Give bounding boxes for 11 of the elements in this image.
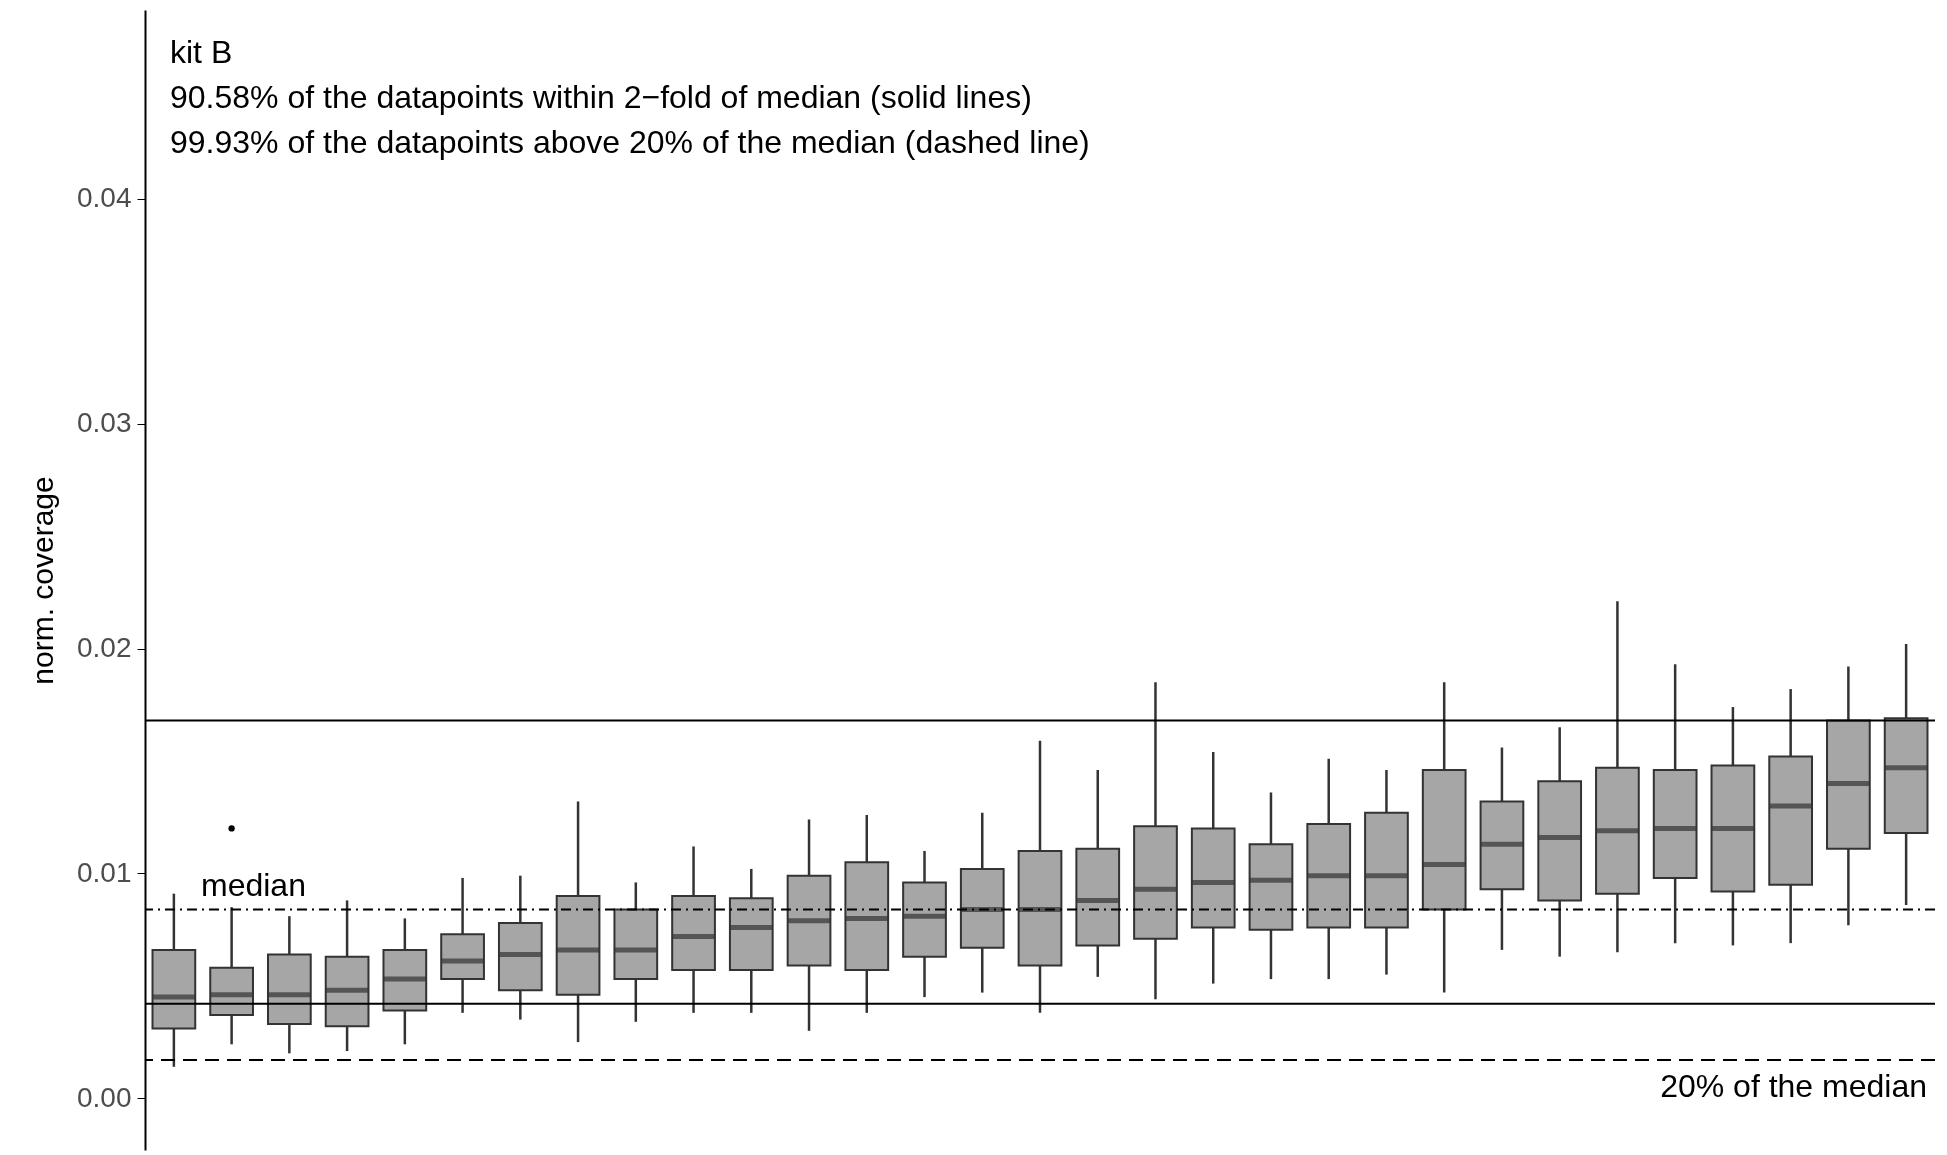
y-tick-label: 0.04 — [77, 182, 132, 214]
y-tick-label: 0.03 — [77, 407, 132, 439]
annotation: 99.93% of the datapoints above 20% of the median (dashed line) — [170, 124, 1090, 160]
y-axis-title: norm. coverage — [26, 476, 59, 685]
y-tick-label: 0.00 — [77, 1081, 132, 1113]
y-tick-label: 0.02 — [77, 632, 132, 664]
ref-line-label: median — [201, 867, 306, 904]
annotation: 90.58% of the datapoints within 2−fold of median (solid lines) — [170, 79, 1032, 115]
y-tick-label: 0.01 — [77, 856, 132, 888]
ref-line-label: 20% of the median — [1660, 1068, 1927, 1105]
text: kit B — [170, 34, 233, 70]
